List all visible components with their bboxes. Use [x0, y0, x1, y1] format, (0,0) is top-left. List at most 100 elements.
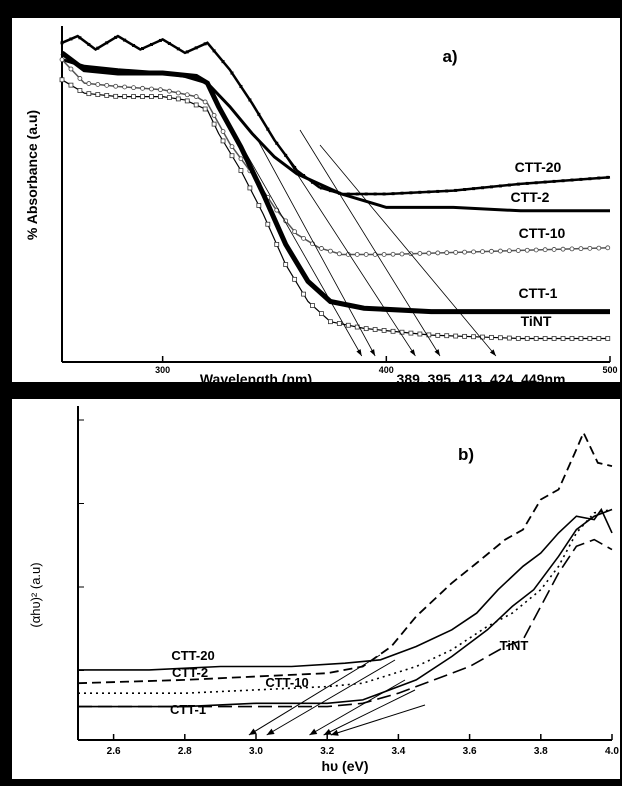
panel-a-marker — [587, 245, 593, 251]
panel-a-marker — [239, 84, 243, 88]
panel-a-marker — [283, 262, 289, 267]
panel-b-tangent-line — [266, 659, 396, 736]
panel-b-background — [12, 399, 620, 779]
panel-a-marker — [480, 249, 485, 254]
panel-a-tangent-arrowhead — [434, 349, 441, 356]
panel-a-marker — [381, 252, 387, 257]
panel-a-marker — [489, 248, 494, 254]
panel-a-marker — [105, 41, 109, 45]
panel-a-marker — [86, 91, 92, 97]
panel-a-marker — [354, 252, 360, 257]
panel-a-marker — [569, 336, 575, 341]
panel-a-marker — [436, 189, 440, 193]
panel-a-marker — [497, 335, 503, 341]
panel-a-marker — [463, 188, 467, 192]
panel-a-marker — [328, 319, 333, 325]
panel-a-marker — [211, 121, 217, 127]
panel-a-marker — [184, 92, 190, 98]
panel-a-marker — [498, 184, 502, 188]
panel-b-x-tick-label: 2.6 — [107, 746, 121, 757]
panel-a-marker — [319, 311, 324, 317]
panel-a-marker — [345, 322, 351, 328]
panel-a-tangent-arrowhead — [356, 349, 362, 356]
panel-a-panel-label: a) — [442, 47, 457, 66]
panel-a-marker — [202, 99, 208, 105]
panel-a-marker — [86, 81, 92, 86]
panel-a-marker — [507, 183, 511, 187]
panel-a-marker — [212, 49, 216, 53]
panel-a-marker — [560, 246, 566, 252]
panel-a-marker — [166, 88, 172, 94]
panel-a-marker — [363, 326, 369, 332]
panel-b-x-tick-label: 3.0 — [249, 746, 263, 757]
panel-a-marker — [301, 235, 306, 241]
panel-a-marker — [257, 112, 261, 116]
panel-a-marker — [60, 41, 64, 45]
panel-a-marker — [131, 85, 136, 91]
panel-a-marker — [96, 46, 100, 50]
panel-a-tangent-line — [254, 134, 376, 357]
panel-a-marker — [453, 333, 459, 339]
panel-a-marker — [390, 251, 396, 257]
panel-a-marker — [114, 35, 118, 39]
panel-b-tangent-arrowhead — [266, 728, 275, 735]
panel-b-series-tint — [78, 538, 613, 708]
panel-a-marker — [176, 47, 180, 51]
panel-a-marker — [400, 191, 404, 195]
panel-a-marker — [578, 246, 584, 252]
panel-a-marker — [399, 251, 405, 257]
panel-b-tangent-arrowhead — [330, 729, 339, 736]
panel-b-tangent-arrowhead — [309, 728, 318, 735]
panel-a-marker — [211, 112, 217, 118]
panel-a-series-label: CTT-10 — [519, 225, 566, 241]
panel-a-marker — [149, 94, 154, 99]
panel-a-marker — [364, 192, 368, 196]
panel-b: 2.6 2.8 3.0 3.2 3.4 3.6 3.8 4.0 hυ (eV) (αhυ)² (a… — [28, 406, 619, 774]
panel-a-marker — [158, 38, 162, 42]
panel-a-tangent-arrowhead — [409, 349, 416, 356]
panel-b-y-label: (αhυ)² (a.u) — [28, 562, 43, 627]
panel-a-marker — [95, 92, 101, 97]
panel-a-marker — [194, 46, 198, 50]
panel-a-marker — [596, 245, 602, 251]
panel-a-series-label: CTT-1 — [519, 285, 558, 301]
panel-a-marker — [444, 333, 450, 339]
panel-a-marker — [292, 276, 298, 282]
panel-a-marker — [578, 336, 584, 341]
panel-a-x-tick-label: 500 — [602, 365, 617, 375]
panel-a-x-label: Wavelength (nm) — [200, 371, 312, 387]
panel-a-marker — [560, 336, 566, 341]
panel-a-marker — [220, 129, 226, 134]
panel-a-marker — [417, 251, 423, 256]
panel-a-marker — [87, 42, 91, 46]
panel-a-marker — [533, 336, 539, 341]
panel-b-panel-label: b) — [458, 445, 474, 464]
panel-b-series-ctt-2 — [77, 430, 613, 685]
panel-a-tangent-line — [319, 144, 497, 357]
panel-a-marker — [265, 221, 271, 227]
panel-b-x-label: hυ (eV) — [321, 758, 368, 774]
panel-a-marker — [104, 82, 110, 88]
panel-a-marker — [363, 252, 369, 257]
panel-a-marker — [515, 335, 521, 341]
panel-a-marker — [579, 177, 583, 181]
panel-a-marker — [426, 250, 432, 256]
panel-a-marker — [515, 248, 521, 253]
panel-a-marker — [104, 93, 110, 98]
panel-a-marker — [113, 93, 119, 99]
panel-a-marker — [561, 179, 565, 183]
panel-a-marker — [59, 77, 65, 83]
panel-a-marker — [552, 179, 556, 183]
panel-a-marker — [123, 38, 127, 42]
panel-a-marker — [284, 153, 288, 157]
panel-a-marker — [193, 102, 199, 108]
panel-b-tangent-line — [248, 654, 381, 736]
panel-b-tangent-arrowhead — [323, 728, 332, 735]
panel-a-marker — [542, 336, 548, 341]
panel-a-marker — [69, 37, 73, 41]
panel-a-marker — [534, 181, 538, 185]
panel-a-marker — [390, 328, 396, 334]
panel-a-marker — [184, 98, 190, 104]
